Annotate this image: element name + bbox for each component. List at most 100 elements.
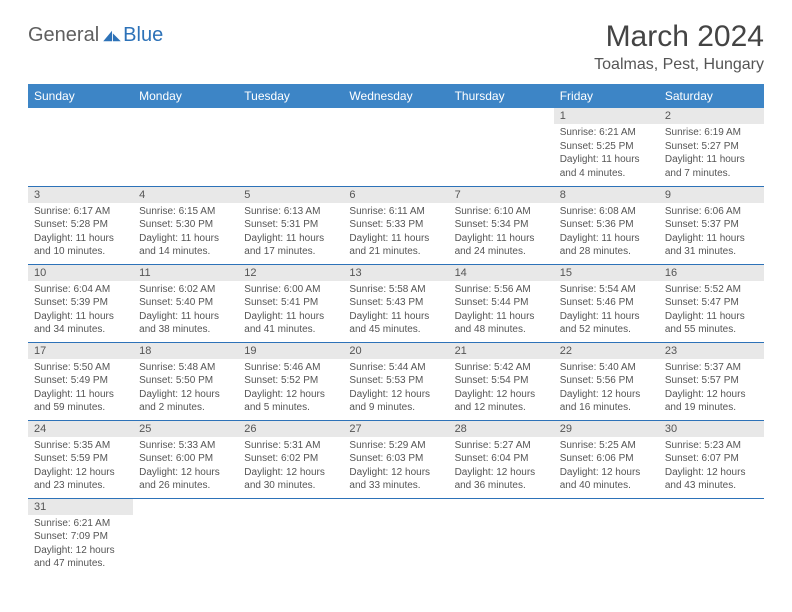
sunrise: Sunrise: 5:44 AM: [349, 361, 442, 375]
calendar-cell: 31Sunrise: 6:21 AMSunset: 7:09 PMDayligh…: [28, 498, 133, 576]
location: Toalmas, Pest, Hungary: [594, 56, 764, 74]
calendar-cell: 12Sunrise: 6:00 AMSunset: 5:41 PMDayligh…: [238, 264, 343, 342]
sunset: Sunset: 6:04 PM: [455, 452, 548, 466]
sunrise: Sunrise: 5:27 AM: [455, 439, 548, 453]
day-number: 4: [133, 187, 238, 203]
calendar-cell: 4Sunrise: 6:15 AMSunset: 5:30 PMDaylight…: [133, 186, 238, 264]
day-details: Sunrise: 6:21 AMSunset: 7:09 PMDaylight:…: [28, 515, 133, 575]
calendar-table: SundayMondayTuesdayWednesdayThursdayFrid…: [28, 84, 764, 576]
sunset: Sunset: 5:49 PM: [34, 374, 127, 388]
sunset: Sunset: 5:44 PM: [455, 296, 548, 310]
day-details: Sunrise: 5:44 AMSunset: 5:53 PMDaylight:…: [343, 359, 448, 419]
calendar-cell: [449, 108, 554, 186]
logo-text-1: General: [28, 24, 99, 47]
day-details: Sunrise: 6:11 AMSunset: 5:33 PMDaylight:…: [343, 203, 448, 263]
day-details: Sunrise: 6:06 AMSunset: 5:37 PMDaylight:…: [659, 203, 764, 263]
daylight: Daylight: 11 hours and 59 minutes.: [34, 388, 127, 415]
day-number: 10: [28, 265, 133, 281]
day-details: Sunrise: 5:33 AMSunset: 6:00 PMDaylight:…: [133, 437, 238, 497]
day-details: Sunrise: 5:31 AMSunset: 6:02 PMDaylight:…: [238, 437, 343, 497]
sunset: Sunset: 5:27 PM: [665, 140, 758, 154]
sunset: Sunset: 6:06 PM: [560, 452, 653, 466]
daylight: Daylight: 12 hours and 26 minutes.: [139, 466, 232, 493]
sunrise: Sunrise: 5:25 AM: [560, 439, 653, 453]
calendar-row: 17Sunrise: 5:50 AMSunset: 5:49 PMDayligh…: [28, 342, 764, 420]
sunrise: Sunrise: 6:13 AM: [244, 205, 337, 219]
calendar-cell: [238, 498, 343, 576]
weekday-header: Friday: [554, 84, 659, 108]
sunset: Sunset: 6:00 PM: [139, 452, 232, 466]
sunrise: Sunrise: 6:21 AM: [560, 126, 653, 140]
sunrise: Sunrise: 5:37 AM: [665, 361, 758, 375]
daylight: Daylight: 11 hours and 41 minutes.: [244, 310, 337, 337]
daylight: Daylight: 12 hours and 23 minutes.: [34, 466, 127, 493]
daylight: Daylight: 12 hours and 5 minutes.: [244, 388, 337, 415]
sunset: Sunset: 5:43 PM: [349, 296, 442, 310]
sunrise: Sunrise: 5:29 AM: [349, 439, 442, 453]
calendar-cell: [449, 498, 554, 576]
day-details: Sunrise: 5:56 AMSunset: 5:44 PMDaylight:…: [449, 281, 554, 341]
day-number: 7: [449, 187, 554, 203]
calendar-cell: 8Sunrise: 6:08 AMSunset: 5:36 PMDaylight…: [554, 186, 659, 264]
calendar-cell: [28, 108, 133, 186]
day-details: Sunrise: 5:52 AMSunset: 5:47 PMDaylight:…: [659, 281, 764, 341]
sunrise: Sunrise: 6:06 AM: [665, 205, 758, 219]
calendar-cell: 18Sunrise: 5:48 AMSunset: 5:50 PMDayligh…: [133, 342, 238, 420]
day-details: Sunrise: 6:00 AMSunset: 5:41 PMDaylight:…: [238, 281, 343, 341]
sunset: Sunset: 5:54 PM: [455, 374, 548, 388]
weekday-header: Wednesday: [343, 84, 448, 108]
sunset: Sunset: 5:47 PM: [665, 296, 758, 310]
sunset: Sunset: 5:46 PM: [560, 296, 653, 310]
daylight: Daylight: 12 hours and 40 minutes.: [560, 466, 653, 493]
sunset: Sunset: 5:28 PM: [34, 218, 127, 232]
day-details: Sunrise: 5:50 AMSunset: 5:49 PMDaylight:…: [28, 359, 133, 419]
day-number: 18: [133, 343, 238, 359]
sunset: Sunset: 5:37 PM: [665, 218, 758, 232]
calendar-cell: 20Sunrise: 5:44 AMSunset: 5:53 PMDayligh…: [343, 342, 448, 420]
weekday-header: Saturday: [659, 84, 764, 108]
day-number: 25: [133, 421, 238, 437]
weekday-header: Sunday: [28, 84, 133, 108]
day-details: Sunrise: 6:10 AMSunset: 5:34 PMDaylight:…: [449, 203, 554, 263]
day-details: Sunrise: 6:19 AMSunset: 5:27 PMDaylight:…: [659, 124, 764, 184]
calendar-cell: 11Sunrise: 6:02 AMSunset: 5:40 PMDayligh…: [133, 264, 238, 342]
day-number: 14: [449, 265, 554, 281]
daylight: Daylight: 11 hours and 17 minutes.: [244, 232, 337, 259]
calendar-cell: 27Sunrise: 5:29 AMSunset: 6:03 PMDayligh…: [343, 420, 448, 498]
sunrise: Sunrise: 5:42 AM: [455, 361, 548, 375]
daylight: Daylight: 11 hours and 7 minutes.: [665, 153, 758, 180]
day-number: 29: [554, 421, 659, 437]
daylight: Daylight: 11 hours and 38 minutes.: [139, 310, 232, 337]
day-number: 3: [28, 187, 133, 203]
calendar-cell: 29Sunrise: 5:25 AMSunset: 6:06 PMDayligh…: [554, 420, 659, 498]
day-number: 27: [343, 421, 448, 437]
day-number: 9: [659, 187, 764, 203]
sunset: Sunset: 5:50 PM: [139, 374, 232, 388]
calendar-cell: [343, 498, 448, 576]
day-details: Sunrise: 5:25 AMSunset: 6:06 PMDaylight:…: [554, 437, 659, 497]
calendar-cell: 15Sunrise: 5:54 AMSunset: 5:46 PMDayligh…: [554, 264, 659, 342]
sunrise: Sunrise: 5:33 AM: [139, 439, 232, 453]
day-details: Sunrise: 6:17 AMSunset: 5:28 PMDaylight:…: [28, 203, 133, 263]
calendar-cell: [659, 498, 764, 576]
sunset: Sunset: 5:56 PM: [560, 374, 653, 388]
sunset: Sunset: 5:36 PM: [560, 218, 653, 232]
sunrise: Sunrise: 6:08 AM: [560, 205, 653, 219]
calendar-cell: 7Sunrise: 6:10 AMSunset: 5:34 PMDaylight…: [449, 186, 554, 264]
sunset: Sunset: 5:39 PM: [34, 296, 127, 310]
day-number: 22: [554, 343, 659, 359]
day-details: Sunrise: 5:42 AMSunset: 5:54 PMDaylight:…: [449, 359, 554, 419]
calendar-cell: 30Sunrise: 5:23 AMSunset: 6:07 PMDayligh…: [659, 420, 764, 498]
daylight: Daylight: 11 hours and 21 minutes.: [349, 232, 442, 259]
sunrise: Sunrise: 6:15 AM: [139, 205, 232, 219]
sunrise: Sunrise: 5:48 AM: [139, 361, 232, 375]
calendar-cell: 19Sunrise: 5:46 AMSunset: 5:52 PMDayligh…: [238, 342, 343, 420]
calendar-cell: 23Sunrise: 5:37 AMSunset: 5:57 PMDayligh…: [659, 342, 764, 420]
weekday-header: Monday: [133, 84, 238, 108]
calendar-body: 1Sunrise: 6:21 AMSunset: 5:25 PMDaylight…: [28, 108, 764, 576]
day-details: Sunrise: 5:27 AMSunset: 6:04 PMDaylight:…: [449, 437, 554, 497]
calendar-cell: 25Sunrise: 5:33 AMSunset: 6:00 PMDayligh…: [133, 420, 238, 498]
sunset: Sunset: 5:41 PM: [244, 296, 337, 310]
sunrise: Sunrise: 6:00 AM: [244, 283, 337, 297]
sunset: Sunset: 5:31 PM: [244, 218, 337, 232]
